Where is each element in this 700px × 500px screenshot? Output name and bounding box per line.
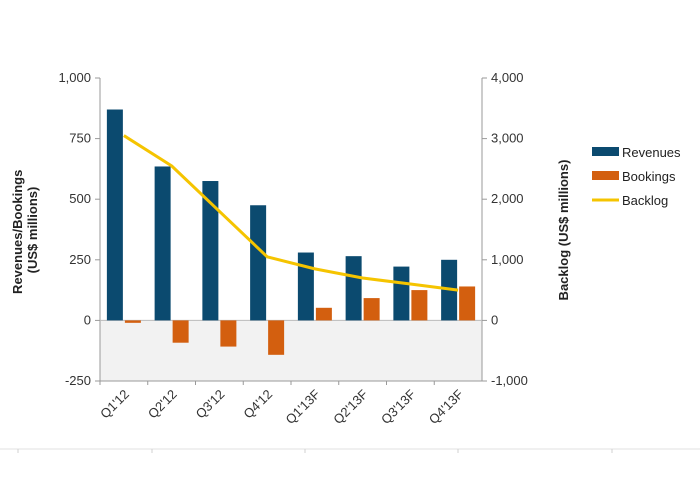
y-axis-title-line-2: (US$ millions): [25, 187, 40, 274]
backlog-line-layer: [123, 134, 459, 292]
x-tick-label: Q2'13F: [330, 386, 371, 427]
y2-axis-title: Backlog (US$ millions): [556, 160, 571, 301]
right-tick-label: 2,000: [491, 191, 524, 206]
x-tick-label: Q4'12: [240, 387, 275, 422]
right-tick-label: 1,000: [491, 252, 524, 267]
left-tick-label: 750: [69, 131, 91, 146]
x-tick-label: Q3'12: [193, 387, 228, 422]
bookings-bar: [172, 320, 189, 343]
x-tick-label: Q2'12: [145, 387, 180, 422]
left-tick-label: 1,000: [58, 70, 91, 85]
x-axis-ticks: Q1'12 Q2'12 Q3'12 Q4'12 Q1'13F Q2'13F Q3'13F Q4…: [97, 381, 466, 427]
revenues-bar: [345, 256, 362, 321]
bookings-bar: [268, 320, 285, 355]
bookings-bar: [220, 320, 237, 347]
backlog-line: [123, 134, 459, 292]
left-tick-label: 0: [84, 312, 91, 327]
revenues-bar: [202, 181, 219, 321]
right-axis-ticks: -1,000 0 1,000 2,000 3,000 4,000: [482, 70, 528, 388]
legend: Revenues Bookings Backlog: [592, 145, 681, 208]
left-tick-label: 500: [69, 191, 91, 206]
x-tick-label: Q1'13F: [283, 386, 324, 427]
left-axis-ticks: -250 0 250 500 750 1,000: [58, 70, 100, 388]
revenues-bar: [393, 266, 410, 321]
bookings-bar: [411, 290, 428, 321]
revenues-bar: [154, 166, 171, 321]
negative-region: [100, 320, 482, 381]
footer-divider: [0, 448, 700, 453]
x-tick-label: Q4'13F: [426, 386, 467, 427]
right-tick-label: 0: [491, 312, 498, 327]
bookings-legend-label: Bookings: [622, 169, 676, 184]
revenues-bar: [106, 109, 123, 321]
bars: [106, 109, 476, 355]
left-tick-label: -250: [65, 373, 91, 388]
revenues-legend-swatch: [592, 147, 619, 156]
bookings-legend-swatch: [592, 171, 619, 180]
bookings-bar: [124, 320, 141, 323]
bookings-bar: [315, 307, 332, 321]
left-tick-label: 250: [69, 252, 91, 267]
plot-background: [100, 320, 482, 381]
y-axis-title: Revenues/Bookings (US$ millions): [10, 166, 40, 294]
revenues-legend-label: Revenues: [622, 145, 681, 160]
right-tick-label: 4,000: [491, 70, 524, 85]
backlog-legend-label: Backlog: [622, 193, 668, 208]
bookings-bar: [459, 286, 476, 321]
x-tick-label: Q3'13F: [378, 386, 419, 427]
x-tick-label: Q1'12: [97, 387, 132, 422]
revenues-bar: [250, 205, 267, 321]
bookings-bar: [363, 298, 380, 321]
revenues-bar: [297, 252, 314, 321]
y-axis-title-line-1: Revenues/Bookings: [10, 170, 25, 294]
right-tick-label: -1,000: [491, 373, 528, 388]
right-tick-label: 3,000: [491, 131, 524, 146]
